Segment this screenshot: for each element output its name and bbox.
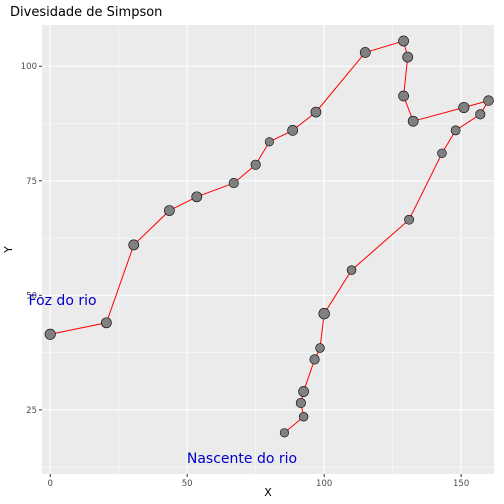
major-grid bbox=[42, 25, 494, 474]
y-tick-label: 75 bbox=[26, 177, 37, 187]
data-point bbox=[450, 125, 461, 136]
data-point bbox=[44, 328, 56, 340]
x-tick-label: 50 bbox=[182, 479, 193, 489]
x-tick-label: 100 bbox=[316, 479, 332, 489]
chart-title: Divesidade de Simpson bbox=[10, 5, 162, 20]
data-point bbox=[475, 109, 486, 120]
y-axis-title: Y bbox=[2, 246, 15, 254]
plot-panel bbox=[42, 25, 494, 474]
data-point bbox=[295, 397, 306, 409]
x-tick-label: 150 bbox=[453, 479, 469, 489]
data-point bbox=[346, 265, 357, 275]
data-point bbox=[437, 148, 447, 159]
data-point bbox=[458, 101, 470, 113]
minor-grid bbox=[42, 25, 494, 474]
data-point bbox=[164, 205, 175, 216]
data-point bbox=[128, 239, 140, 251]
data-point bbox=[315, 343, 325, 353]
data-point bbox=[191, 191, 203, 203]
data-point bbox=[310, 106, 322, 118]
data-point bbox=[101, 317, 112, 329]
y-tick-label: 25 bbox=[26, 406, 37, 416]
data-point bbox=[402, 51, 414, 63]
data-point bbox=[264, 137, 274, 147]
data-point bbox=[250, 159, 261, 170]
data-point bbox=[398, 90, 409, 102]
y-tick-label: 50 bbox=[26, 291, 37, 301]
x-axis-title: X bbox=[264, 486, 272, 499]
data-point bbox=[287, 125, 299, 136]
data-point bbox=[309, 354, 320, 365]
data-point bbox=[359, 47, 371, 58]
data-point bbox=[279, 428, 289, 438]
data-point bbox=[228, 178, 239, 189]
data-points bbox=[44, 35, 494, 438]
data-point bbox=[404, 214, 414, 225]
annotations: Foz do rio Nascente do rio bbox=[29, 293, 298, 467]
x-axis-ticks: 0 50 100 150 bbox=[48, 474, 469, 489]
y-axis-ticks: 25 50 75 100 bbox=[21, 62, 42, 416]
annotation-label: Nascente do rio bbox=[187, 451, 297, 467]
data-point bbox=[483, 95, 494, 106]
x-tick-label: 0 bbox=[48, 479, 53, 489]
y-tick-label: 100 bbox=[21, 62, 37, 72]
data-point bbox=[398, 35, 409, 47]
annotation-label: Foz do rio bbox=[29, 293, 97, 309]
data-point bbox=[318, 307, 330, 320]
data-point bbox=[298, 386, 309, 397]
data-point bbox=[407, 115, 419, 127]
data-point bbox=[298, 412, 309, 422]
